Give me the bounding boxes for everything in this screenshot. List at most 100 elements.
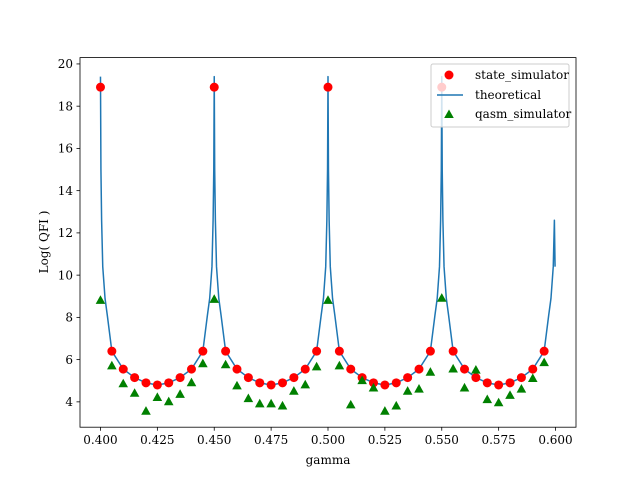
qasm-simulator-point <box>209 294 220 303</box>
state-simulator-point <box>494 380 504 390</box>
y-tick-label: 8 <box>65 311 73 325</box>
state-simulator-point <box>346 364 356 374</box>
qasm-simulator-point <box>129 388 140 397</box>
y-tick-label: 10 <box>58 268 73 282</box>
state-simulator-point <box>118 364 128 374</box>
state-simulator-point <box>209 82 219 92</box>
x-tick-label: 0.600 <box>538 433 572 447</box>
y-tick-label: 14 <box>58 184 74 198</box>
qasm-simulator-point <box>482 394 493 404</box>
x-tick-label: 0.500 <box>311 433 345 447</box>
x-axis-label: gamma <box>306 453 351 467</box>
state-simulator-point <box>141 378 151 388</box>
legend-marker-qasm-simulator <box>444 109 454 118</box>
x-tick-label: 0.525 <box>368 433 402 447</box>
qasm-simulator-point <box>186 377 197 387</box>
state-simulator-point <box>471 373 481 383</box>
qasm-simulator-point <box>323 295 333 304</box>
x-tick-label: 0.475 <box>254 433 288 447</box>
qasm-simulator-point <box>163 396 174 406</box>
state-simulator-point <box>232 364 242 374</box>
qasm-simulator-point <box>107 360 117 370</box>
state-simulator-point <box>130 373 140 383</box>
state-simulator-point <box>175 373 185 383</box>
x-tick-label: 0.550 <box>425 433 459 447</box>
qasm-simulator-point <box>448 363 458 373</box>
qasm-simulator-point <box>357 375 367 385</box>
state-simulator-point <box>152 380 162 390</box>
state-simulator-point <box>277 378 287 388</box>
state-simulator-point <box>528 364 538 374</box>
state-simulator-point <box>312 346 322 356</box>
qasm-simulator-point <box>254 398 265 408</box>
state-simulator-point <box>300 364 310 374</box>
legend-label-qasm-simulator: qasm_simulator <box>475 107 572 121</box>
state-simulator-point <box>403 373 413 383</box>
state-simulator-point <box>323 82 333 92</box>
y-tick-label: 12 <box>58 226 73 240</box>
legend-label-theoretical: theoretical <box>475 88 541 102</box>
state-simulator-point <box>255 378 265 388</box>
qasm-simulator-point <box>436 293 447 302</box>
state-simulator-point <box>539 346 549 356</box>
state-simulator-point <box>369 378 379 388</box>
y-axis-label: Log( QFI ) <box>37 211 51 274</box>
legend-box <box>430 63 570 128</box>
x-tick-label: 0.400 <box>83 433 117 447</box>
qasm-simulator-point <box>471 364 481 374</box>
qasm-simulator-point <box>152 392 163 402</box>
qasm-simulator-point <box>516 383 527 393</box>
qasm-simulator-point <box>391 400 402 410</box>
qasm-simulator-point <box>118 378 129 388</box>
qasm-simulator-point <box>459 382 470 392</box>
state-simulator-point <box>482 378 492 388</box>
state-simulator-point <box>391 378 401 388</box>
state-simulator-point <box>380 380 390 390</box>
qasm-simulator-point <box>425 367 436 376</box>
state-simulator-point <box>425 346 435 356</box>
y-tick-label: 6 <box>65 353 73 367</box>
qasm-simulator-point <box>220 359 231 369</box>
y-tick-label: 20 <box>58 57 73 71</box>
qasm-simulator-point <box>368 382 379 392</box>
qasm-simulator-point <box>300 379 311 389</box>
qasm-simulator-point <box>493 397 504 407</box>
qasm-simulator-point <box>311 361 322 371</box>
state-simulator-point <box>164 378 174 388</box>
qasm-simulator-point <box>289 386 299 395</box>
x-tick-label: 0.450 <box>197 433 231 447</box>
legend-label-state-simulator: state_simulator <box>475 68 569 82</box>
qasm-simulator-point <box>345 399 356 409</box>
qasm-simulator-point <box>141 406 151 415</box>
qasm-simulator-point <box>266 398 276 408</box>
qasm-simulator-point <box>243 393 254 403</box>
qasm-simulator-series <box>95 293 549 415</box>
state-simulator-point <box>334 346 344 356</box>
y-tick-label: 18 <box>58 99 73 113</box>
state-simulator-point <box>198 346 208 356</box>
qasm-simulator-point <box>505 390 515 399</box>
state-simulator-point <box>414 364 424 374</box>
qasm-simulator-point <box>380 406 390 415</box>
state-simulator-point <box>505 378 515 388</box>
plot-area <box>95 75 556 415</box>
state-simulator-point <box>448 346 458 356</box>
state-simulator-point <box>107 346 117 356</box>
qasm-simulator-point <box>175 389 185 398</box>
y-axis-ticks: 4 6 8 10 12 14 16 18 20 <box>58 57 80 409</box>
state-simulator-point <box>221 346 231 356</box>
legend-marker-state-simulator <box>444 70 454 80</box>
qasm-simulator-point <box>334 360 345 370</box>
state-simulator-point <box>243 373 253 383</box>
qasm-simulator-point <box>232 380 242 390</box>
state-simulator-point <box>460 364 470 374</box>
qasm-simulator-point <box>539 357 549 367</box>
x-tick-label: 0.425 <box>140 433 174 447</box>
qasm-simulator-point <box>277 400 288 410</box>
qasm-simulator-point <box>414 383 424 393</box>
x-axis-ticks: 0.400 0.425 0.450 0.475 0.500 0.525 0.550 0.575… <box>83 427 573 447</box>
state-simulator-point <box>266 380 276 390</box>
state-simulator-point <box>516 373 526 383</box>
legend: state_simulator theoretical qasm_simulat… <box>430 63 572 128</box>
qasm-simulator-point <box>402 386 413 395</box>
